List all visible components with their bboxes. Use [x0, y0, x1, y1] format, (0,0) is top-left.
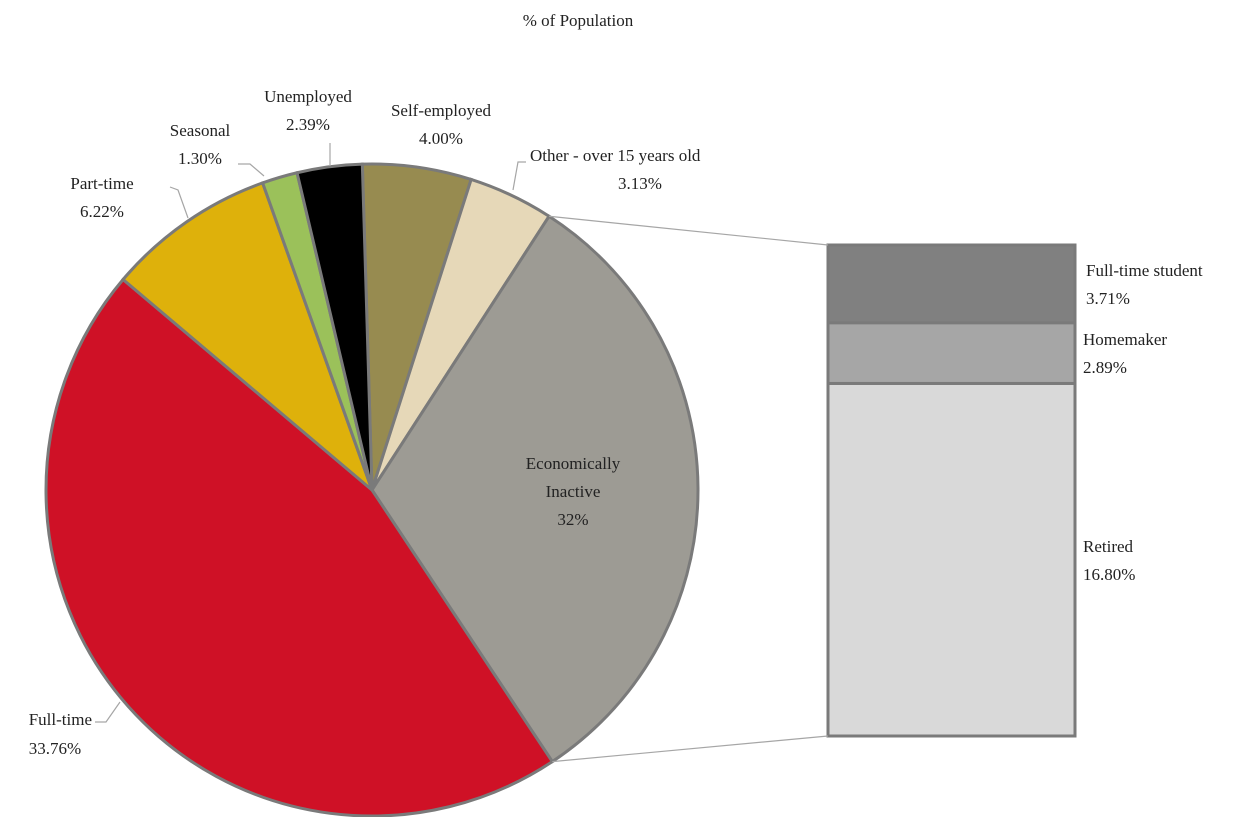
slice-label: Full-time: [29, 710, 92, 729]
slice-label: Unemployed: [264, 87, 352, 106]
slice-value-label: 1.30%: [178, 149, 222, 168]
slice-value-label: 33.76%: [29, 739, 81, 758]
leader-line: [512, 161, 526, 191]
leader-line: [238, 163, 265, 177]
slice-label: Economically Inactive: [526, 454, 621, 501]
leader-line: [95, 701, 121, 723]
leader-line: [169, 186, 189, 219]
slice-value-label: 4.00%: [419, 129, 463, 148]
connector-line: [552, 735, 829, 763]
slice-value-label: 32%: [557, 510, 588, 529]
chart-title: % of Population: [523, 11, 634, 30]
slice-label: Part-time: [70, 174, 133, 193]
bar-segment: [826, 321, 1077, 385]
bar-label: Retired: [1083, 537, 1134, 556]
slice-label: Other - over 15 years old: [530, 146, 701, 165]
bar-label: Homemaker: [1083, 330, 1167, 349]
bar-value-label: 16.80%: [1083, 565, 1135, 584]
bar-value-label: 2.89%: [1083, 358, 1127, 377]
slice-value-label: 6.22%: [80, 202, 124, 221]
slice-value-label: 2.39%: [286, 115, 330, 134]
bar-segment: [826, 381, 1077, 738]
slice-value-label: 3.13%: [618, 174, 662, 193]
pie-slice: [44, 277, 555, 817]
pie-slice: [120, 180, 376, 495]
slice-label: Seasonal: [170, 121, 231, 140]
connector-line: [548, 215, 829, 246]
pie-slice: [370, 214, 700, 764]
pie-slice: [295, 162, 374, 491]
slice-label: Self-employed: [391, 101, 492, 120]
bar-value-label: 3.71%: [1086, 289, 1130, 308]
bar-segment: [826, 243, 1077, 325]
bar-label: Full-time student: [1086, 261, 1203, 280]
